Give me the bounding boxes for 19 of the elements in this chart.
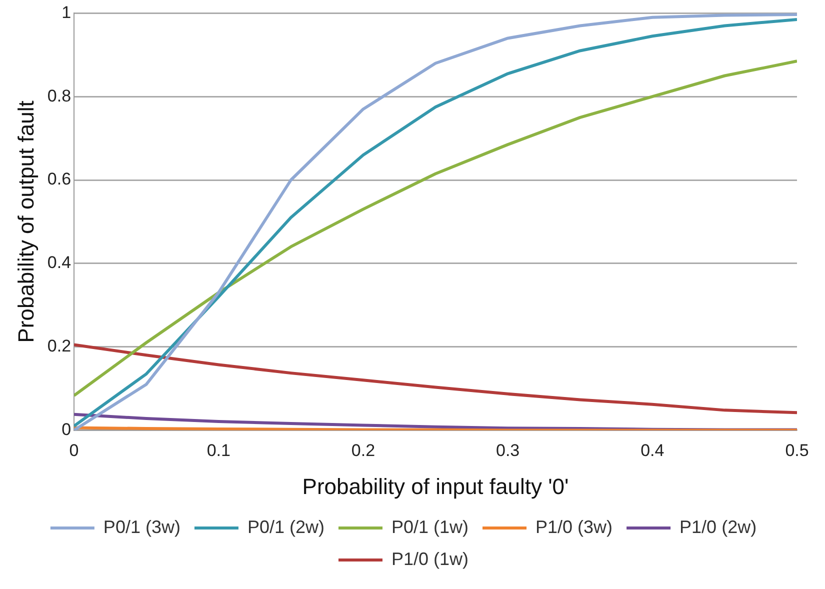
legend-label: P1/0 (1w) [391,548,469,569]
y-tick-label: 0.8 [47,86,72,106]
x-tick-label: 0.3 [496,441,520,460]
legend-label: P0/1 (2w) [247,516,324,537]
y-tick-label: 0.4 [47,253,72,272]
legend-label: P1/0 (2w) [680,516,757,537]
y-axis-title: Probability of output fault [13,100,38,343]
y-tick-label: 1 [62,2,72,22]
legend-label: P0/1 (1w) [391,516,469,537]
legend-label: P0/1 (3w) [103,516,180,537]
y-tick-label: 0.6 [47,170,72,189]
x-tick-label: 0.4 [640,441,664,460]
x-tick-label: 0.2 [351,441,376,460]
x-tick-label: 0.5 [785,441,809,460]
legend-label: P1/0 (3w) [536,516,613,537]
x-tick-label: 0.1 [206,441,230,460]
x-axis-title: Probability of input faulty '0' [302,474,569,499]
y-tick-label: 0.2 [47,336,72,356]
y-tick-label: 0 [62,420,72,439]
